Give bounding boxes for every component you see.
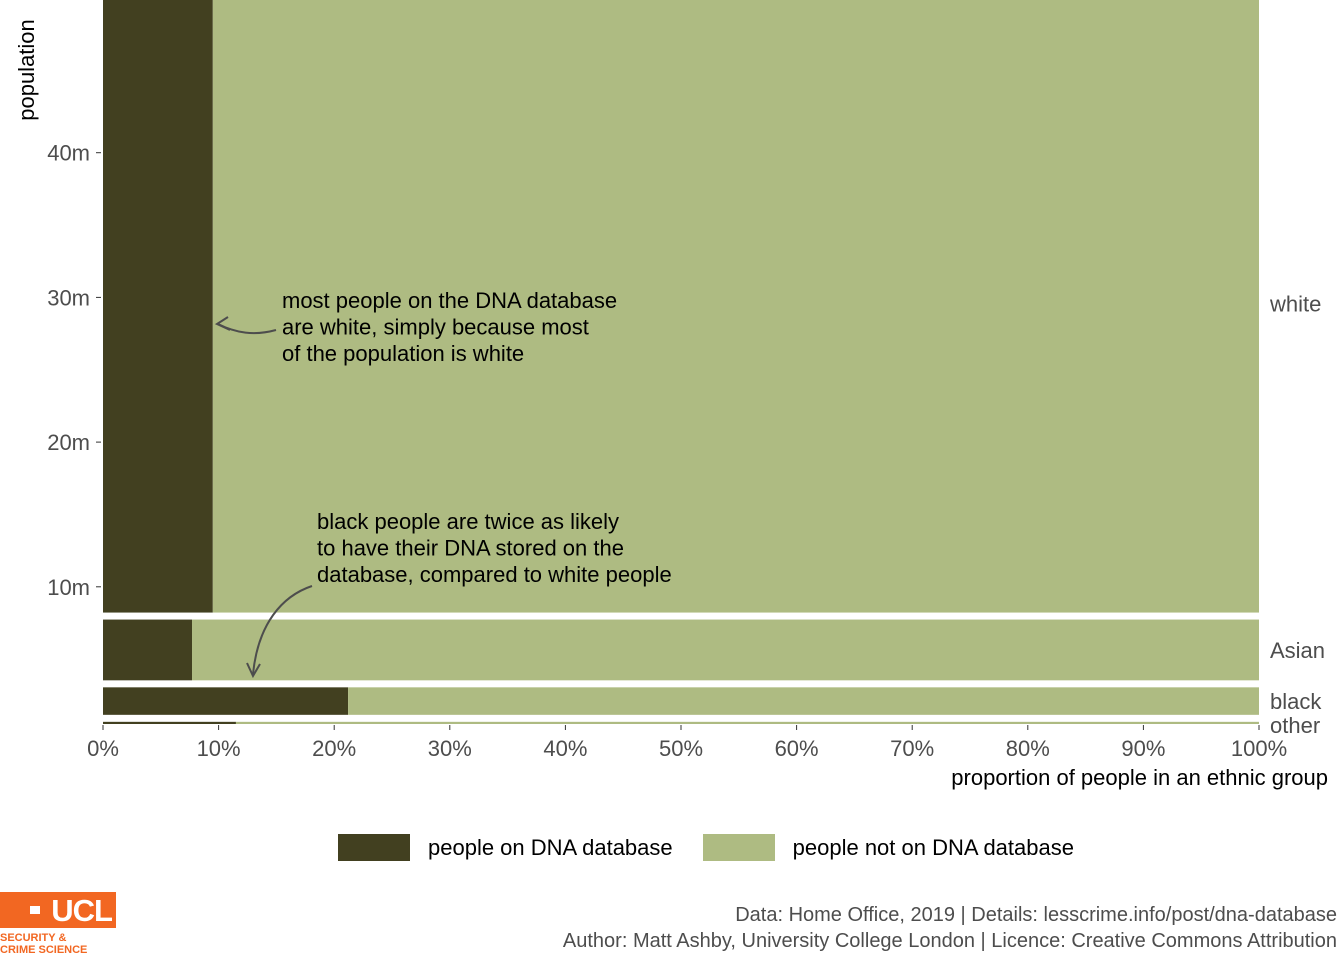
annotation-line: database, compared to white people	[317, 562, 672, 587]
x-axis: 0% 10% 20% 30% 40% 50% 60% 70% 80% 90% 100%	[87, 725, 1287, 761]
ucl-logo-subtitle: SECURITY & CRIME SCIENCE	[0, 932, 116, 956]
annotation-line: are white, simply because most	[282, 315, 589, 340]
annotation-line: to have their DNA stored on the	[317, 536, 624, 561]
legend-swatch-not-on-database	[702, 834, 775, 861]
bar-on-database-other	[103, 721, 236, 724]
group-label-white: white	[1269, 292, 1321, 317]
bars-layer	[103, 0, 1260, 724]
x-tick-label: 20%	[312, 736, 356, 761]
bar-not-on-database-asian	[192, 619, 1260, 681]
annotation-2: black people are twice as likely to have …	[317, 509, 672, 587]
x-tick-label: 50%	[659, 736, 703, 761]
x-tick-label: 30%	[428, 736, 472, 761]
bar-on-database-asian	[103, 619, 193, 681]
ucl-logo-line1: SECURITY &	[0, 932, 67, 944]
caption-line1: Data: Home Office, 2019 | Details: lessc…	[735, 904, 1337, 926]
group-label-asian: Asian	[1270, 638, 1325, 663]
legend-label-on-database: people on DNA database	[428, 834, 673, 860]
legend-swatch-on-database	[338, 834, 410, 861]
bar-not-on-database-black	[348, 687, 1259, 715]
bar-on-database-white	[103, 0, 213, 613]
x-tick-label: 0%	[87, 736, 119, 761]
annotation-arrow-white-head	[214, 316, 231, 331]
annotation-line: black people are twice as likely	[317, 509, 619, 534]
annotation-arrow-black-head	[246, 662, 261, 679]
bar-not-on-database-other	[235, 721, 1259, 724]
ucl-logo-line2: CRIME SCIENCE	[0, 944, 88, 956]
legend-label-not-on-database: people not on DNA database	[792, 834, 1074, 860]
x-tick-label: 80%	[1006, 736, 1050, 761]
group-label-other: other	[1270, 713, 1320, 738]
y-axis-title: population	[14, 19, 39, 121]
x-tick-label: 10%	[197, 736, 241, 761]
y-tick-label: 30m	[47, 285, 90, 310]
y-tick-label: 40m	[47, 141, 90, 166]
ucl-logo-mark	[30, 906, 40, 914]
ucl-logo: UCL SECURITY & CRIME SCIENCE	[0, 892, 116, 956]
annotation-1: most people on the DNA database are white…	[282, 288, 617, 366]
caption: Data: Home Office, 2019 | Details: lessc…	[563, 902, 1337, 954]
annotation-arrow-black	[252, 585, 313, 675]
y-tick-label: 20m	[47, 430, 90, 455]
legend-item-not-on-database: people not on DNA database	[702, 834, 1074, 861]
x-tick-label: 100%	[1231, 736, 1287, 761]
x-tick-label: 60%	[775, 736, 819, 761]
y-tick-label: 10m	[47, 575, 90, 600]
annotation-line: of the population is white	[282, 341, 524, 366]
bar-not-on-database-white	[212, 0, 1259, 613]
annotation-line: most people on the DNA database	[282, 288, 617, 313]
y-axis: 10m 20m 30m 40m	[47, 141, 101, 600]
legend-item-on-database: people on DNA database	[338, 834, 673, 861]
group-label-black: black	[1270, 689, 1322, 714]
dna-database-mosaic-chart: 10m 20m 30m 40m 0% 10% 20% 30% 40% 50% 60% 70% 80% 9…	[14, 0, 1328, 790]
bar-on-database-black	[103, 687, 349, 715]
x-tick-label: 90%	[1121, 736, 1165, 761]
caption-line2: Author: Matt Ashby, University College L…	[562, 930, 1337, 952]
ucl-logo-box: UCL	[0, 892, 116, 928]
x-tick-label: 70%	[890, 736, 934, 761]
ucl-logo-text: UCL	[51, 893, 113, 928]
legend: people on DNA database people not on DNA…	[338, 834, 1104, 861]
x-tick-label: 40%	[543, 736, 587, 761]
x-axis-title: proportion of people in an ethnic group	[951, 765, 1328, 790]
annotations: most people on the DNA database are white…	[282, 288, 672, 587]
